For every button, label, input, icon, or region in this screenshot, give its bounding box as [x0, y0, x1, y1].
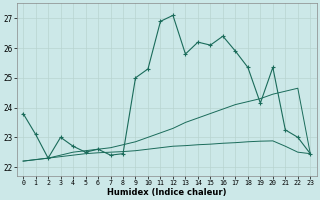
X-axis label: Humidex (Indice chaleur): Humidex (Indice chaleur) [107, 188, 227, 197]
